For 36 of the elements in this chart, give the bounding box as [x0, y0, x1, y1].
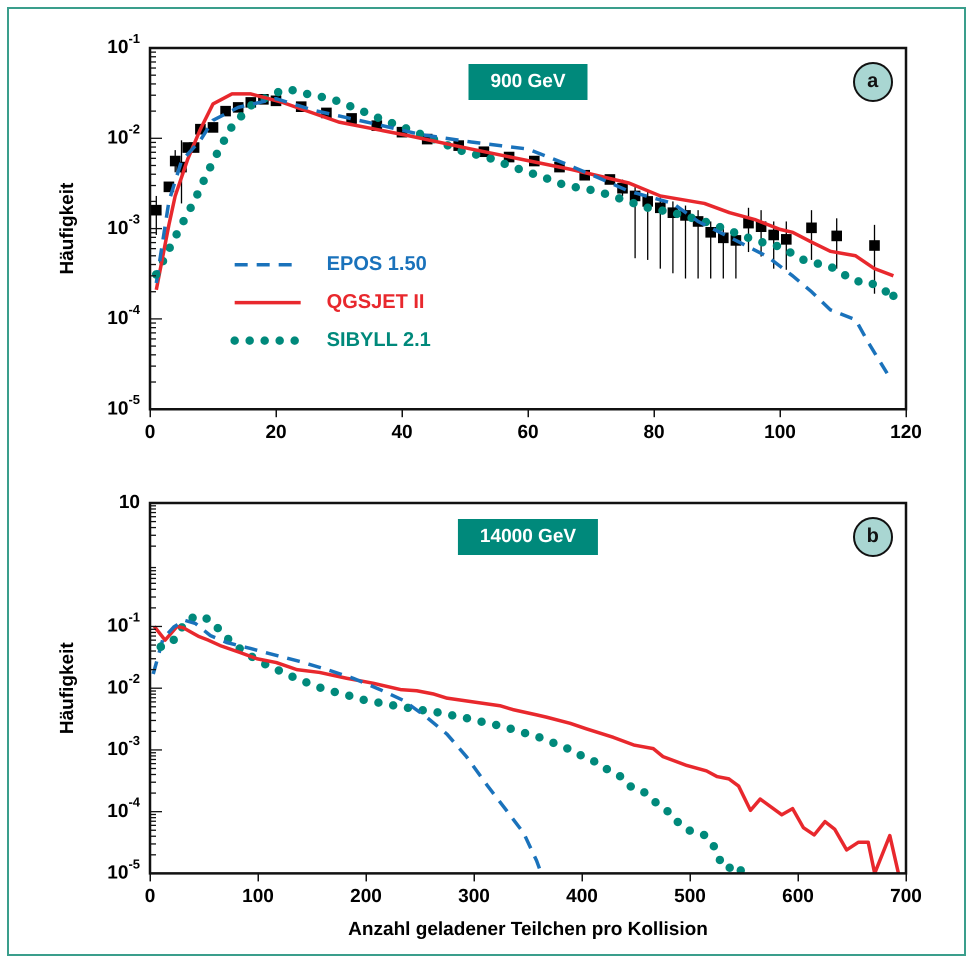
x-tick-label: 80 [643, 422, 665, 443]
x-tick-label: 120 [890, 422, 922, 443]
point [831, 230, 842, 242]
point [869, 240, 880, 251]
annotation: 14000 GeV [458, 519, 598, 556]
x-tick-label: 0 [144, 886, 156, 908]
y-tick-label: 10 [118, 492, 140, 514]
point [780, 234, 792, 245]
point [150, 204, 162, 216]
x-tick-label: 100 [242, 886, 274, 908]
x-tick-label: 100 [764, 422, 796, 443]
y-axis-title: Häufigkeit [57, 182, 78, 275]
point [889, 292, 898, 300]
line-series [154, 96, 889, 376]
x-tick-label: 20 [265, 422, 287, 443]
annotation: a [852, 62, 893, 102]
legend-label: QGSJET II [326, 291, 424, 314]
point [208, 122, 218, 133]
x-tick-label: 700 [890, 886, 922, 908]
x-tick-label: 300 [458, 886, 490, 908]
line-series [151, 618, 542, 872]
y-axis-title: Häufigkeit [57, 642, 78, 734]
x-tick-label: 0 [144, 422, 156, 443]
x-tick-label: 400 [566, 886, 598, 908]
legend-label: EPOS 1.50 [326, 253, 427, 276]
annotation: 900 GeV [468, 64, 588, 100]
x-tick-label: 60 [517, 422, 539, 443]
point [806, 222, 817, 234]
x-tick-label: 500 [674, 886, 706, 908]
x-tick-label: 40 [391, 422, 413, 443]
legend-label: SIBYLL 2.1 [326, 329, 431, 352]
point [768, 230, 780, 240]
x-axis-title: Anzahl geladener Teilchen pro Kollision [348, 918, 708, 940]
annotation: b [852, 517, 893, 558]
x-tick-label: 200 [350, 886, 382, 908]
x-tick-label: 600 [782, 886, 814, 908]
